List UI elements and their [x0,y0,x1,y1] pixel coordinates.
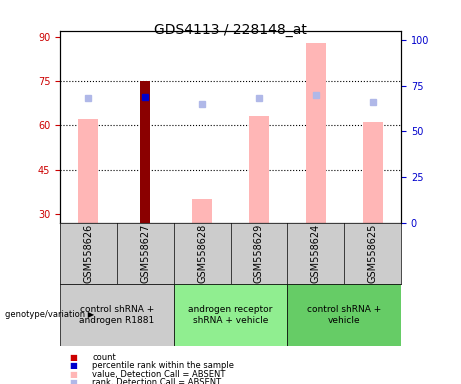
Bar [60,284,174,346]
Bar [306,43,326,223]
Text: ■: ■ [69,378,77,384]
Text: control shRNA +
androgen R1881: control shRNA + androgen R1881 [79,305,154,324]
Text: rank, Detection Call = ABSENT: rank, Detection Call = ABSENT [92,378,221,384]
Text: GSM558629: GSM558629 [254,224,264,283]
Text: value, Detection Call = ABSENT: value, Detection Call = ABSENT [92,369,225,379]
Text: control shRNA +
vehicle: control shRNA + vehicle [307,305,381,324]
Bar [78,119,98,223]
Bar [287,284,401,346]
Bar [249,116,269,223]
Text: ■: ■ [69,353,77,362]
Text: genotype/variation ▶: genotype/variation ▶ [5,310,94,319]
Text: ■: ■ [69,369,77,379]
Bar [140,81,150,223]
Text: GDS4113 / 228148_at: GDS4113 / 228148_at [154,23,307,37]
Text: count: count [92,353,116,362]
Text: GSM558628: GSM558628 [197,224,207,283]
Text: percentile rank within the sample: percentile rank within the sample [92,361,234,370]
Text: GSM558627: GSM558627 [140,224,150,283]
Text: GSM558624: GSM558624 [311,224,321,283]
Text: GSM558626: GSM558626 [83,224,94,283]
Bar [192,199,212,223]
Bar [174,284,287,346]
Bar [363,122,383,223]
Text: ■: ■ [69,361,77,370]
Text: GSM558625: GSM558625 [367,224,378,283]
Text: androgen receptor
shRNA + vehicle: androgen receptor shRNA + vehicle [188,305,273,324]
